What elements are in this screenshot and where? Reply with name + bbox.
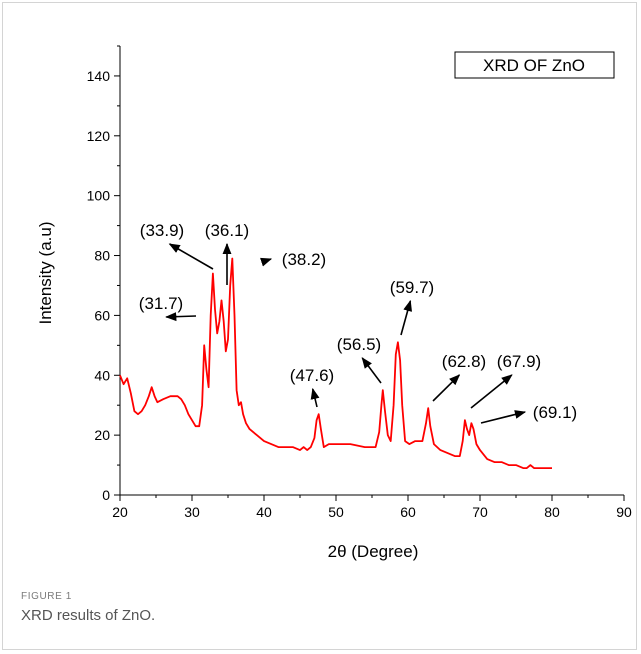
- peak-label: (69.1): [533, 403, 577, 422]
- peak-label: (59.7): [390, 278, 434, 297]
- peak-label: (36.1): [205, 221, 249, 240]
- peak-label: (31.7): [139, 294, 183, 313]
- x-tick-label: 70: [472, 504, 488, 520]
- peak-label: (62.8): [442, 352, 486, 371]
- y-tick-label: 0: [102, 487, 110, 503]
- peak-arrow: [480, 410, 527, 424]
- x-tick-label: 80: [544, 504, 560, 520]
- figure-caption: XRD results of ZnO.: [21, 607, 156, 624]
- peak-label: (67.9): [497, 352, 541, 371]
- peak-label: (33.9): [140, 221, 184, 240]
- peak-arrow: [432, 374, 461, 402]
- peak-label: (38.2): [282, 250, 326, 269]
- peak-arrow: [361, 357, 382, 384]
- x-tick-label: 60: [400, 504, 416, 520]
- plot-area: [119, 257, 552, 470]
- x-axis-label: 2θ (Degree): [328, 542, 419, 561]
- annotations: (31.7) (33.9) (36.1) (38.2) (47.6)(56.5) (59.…: [139, 221, 577, 424]
- y-tick-label: 20: [94, 427, 110, 443]
- y-tick-label: 100: [87, 188, 111, 204]
- peak-arrow: [165, 312, 197, 322]
- y-axis-label: Intensity (a.u): [36, 222, 55, 325]
- peak-label: (47.6): [290, 366, 334, 385]
- peak-arrow: [310, 387, 320, 408]
- chart-title: XRD OF ZnO: [483, 56, 585, 75]
- peak-arrow: [260, 257, 273, 267]
- title-box: XRD OF ZnO: [454, 51, 615, 79]
- peak-arrow: [470, 374, 513, 409]
- peak-label: (56.5): [337, 335, 381, 354]
- x-tick-label: 20: [112, 504, 128, 520]
- figure-label: FIGURE 1: [21, 591, 72, 602]
- x-tick-label: 30: [184, 504, 200, 520]
- xrd-series-line: [119, 257, 552, 470]
- title-box-border: [454, 51, 615, 79]
- y-tick-label: 140: [87, 68, 111, 84]
- y-tick-label: 40: [94, 367, 110, 383]
- x-tick-label: 90: [616, 504, 632, 520]
- y-tick-label: 120: [87, 128, 111, 144]
- peak-arrow: [168, 243, 214, 270]
- x-tick-label: 40: [256, 504, 272, 520]
- y-tick-label: 80: [94, 248, 110, 264]
- y-tick-label: 60: [94, 307, 110, 323]
- peak-arrow: [400, 299, 412, 336]
- x-tick-label: 50: [328, 504, 344, 520]
